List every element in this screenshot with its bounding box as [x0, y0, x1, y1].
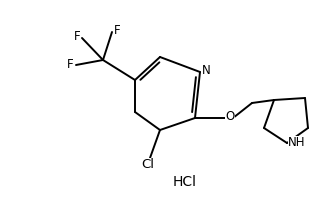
Text: F: F: [114, 24, 120, 36]
Text: F: F: [74, 30, 80, 42]
Text: Cl: Cl: [141, 158, 154, 172]
Text: HCl: HCl: [173, 175, 197, 189]
Text: N: N: [202, 64, 210, 78]
Text: NH: NH: [288, 136, 306, 150]
Text: F: F: [67, 58, 73, 72]
Text: O: O: [225, 110, 235, 124]
